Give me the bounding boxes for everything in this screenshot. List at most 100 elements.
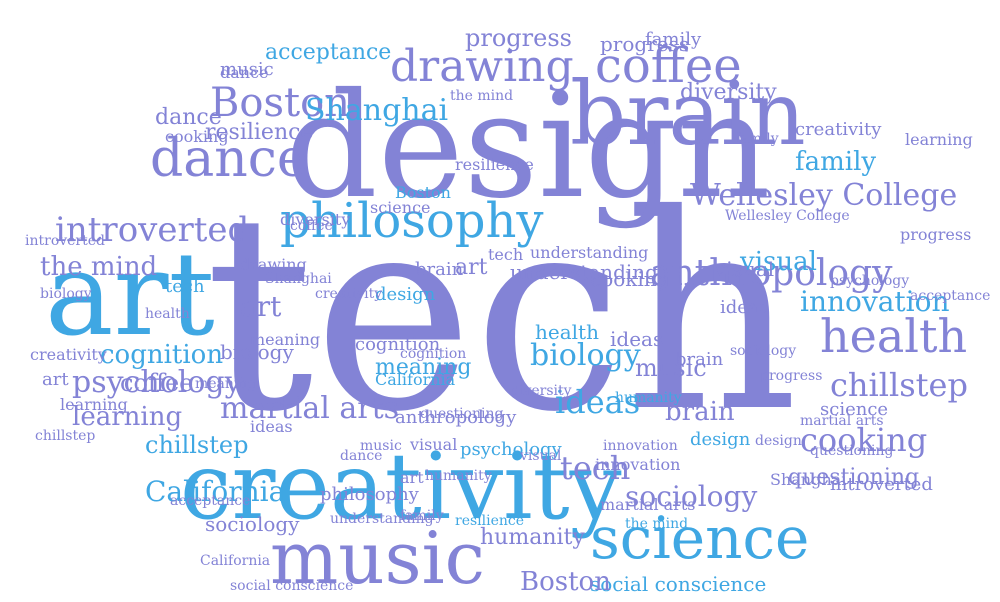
word-visual: visual xyxy=(520,447,562,464)
word-science: science xyxy=(590,503,810,572)
word-shanghai: Shanghai xyxy=(305,93,449,128)
word-understanding: understanding xyxy=(510,260,658,284)
word-learning: learning xyxy=(60,395,128,415)
word-introverted: introverted xyxy=(25,232,106,249)
word-cooking: cooking xyxy=(165,127,229,147)
word-ideas: ideas xyxy=(555,383,641,422)
word-humanity: humanity xyxy=(425,467,492,484)
word-creativity: creativity xyxy=(180,433,622,541)
word-family: family xyxy=(735,130,779,147)
word-drawing: drawing xyxy=(240,255,307,275)
word-innovation: innovation xyxy=(800,284,950,318)
word-california: California xyxy=(200,552,271,569)
word-dance: dance xyxy=(150,129,308,190)
word-introverted: introverted xyxy=(830,473,933,495)
word-dance: dance xyxy=(155,105,222,131)
word-diversity: diversity xyxy=(510,382,572,399)
word-dance: dance xyxy=(220,63,269,83)
word-cooking: cooking xyxy=(800,421,928,460)
word-drawing: drawing xyxy=(390,40,574,92)
word-boston: Boston xyxy=(395,183,451,203)
word-humanity: humanity xyxy=(480,525,585,551)
word-progress: progress xyxy=(760,367,823,384)
word-cooking: cooking xyxy=(590,267,670,291)
word-art: art xyxy=(45,228,215,362)
word-visual: visual xyxy=(740,247,817,278)
word-health: health xyxy=(145,305,190,322)
word-acceptance: acceptance xyxy=(265,40,392,66)
word-coffee: coffee xyxy=(595,37,742,94)
word-california: California xyxy=(145,474,286,508)
word-wellesley-college: Wellesley College xyxy=(725,207,850,224)
word-design: design xyxy=(375,283,436,305)
word-social-conscience: social conscience xyxy=(230,577,354,594)
word-california: California xyxy=(375,370,456,390)
word-innovation: innovation xyxy=(595,455,681,475)
word-music: music xyxy=(635,353,707,382)
word-brain: brain xyxy=(675,348,724,370)
word-anthropology: anthropology xyxy=(395,406,517,428)
word-science: science xyxy=(820,398,889,420)
word-boston: Boston xyxy=(210,80,350,126)
word-music: music xyxy=(220,58,274,80)
word-questioning: questioning xyxy=(788,465,920,491)
word-martial-arts: martial arts xyxy=(800,412,884,429)
word-psychology: psychology xyxy=(460,438,562,460)
word-dance: dance xyxy=(340,447,383,464)
word-visual: visual xyxy=(715,257,775,281)
word-coffee: coffee xyxy=(120,368,194,397)
word-family: family xyxy=(795,147,877,178)
word-psychology: psychology xyxy=(72,365,242,400)
word-health: health xyxy=(820,309,968,364)
word-martial-arts: martial arts xyxy=(220,391,400,426)
word-acceptance: acceptance xyxy=(170,492,251,509)
word-boston: Boston xyxy=(520,567,611,598)
word-meaning: meaning xyxy=(195,375,257,392)
word-brain: brain xyxy=(665,397,735,428)
word-questioning: questioning xyxy=(810,442,894,459)
word-tech: tech xyxy=(488,245,524,265)
word-progress: progress xyxy=(465,23,572,52)
word-design: design xyxy=(690,428,751,450)
word-creativity: creativity xyxy=(795,118,882,140)
word-social-conscience: social conscience xyxy=(590,572,767,596)
word-philosophy: philosophy xyxy=(280,192,544,249)
word-understanding: understanding xyxy=(330,510,434,527)
word-meaning: meaning xyxy=(250,330,321,350)
word-psychology: psychology xyxy=(830,272,910,289)
word-coffee: coffee xyxy=(290,217,333,234)
word-learning: learning xyxy=(905,130,973,150)
word-the-mind: the mind xyxy=(40,252,158,283)
word-resilience: resilience xyxy=(455,155,534,175)
word-tech: tech xyxy=(205,156,799,471)
word-ideas: ideas xyxy=(610,327,664,351)
word-chillstep: chillstep xyxy=(35,427,96,444)
word-art: art xyxy=(455,255,488,281)
word-sociology: sociology xyxy=(730,342,797,359)
word-brain: brain xyxy=(570,61,806,165)
word-shanghai: Shanghai xyxy=(265,270,332,287)
word-progress: progress xyxy=(900,225,972,245)
word-cognition: cognition xyxy=(355,333,441,355)
word-chillstep: chillstep xyxy=(145,430,249,459)
word-design: design xyxy=(755,432,802,449)
word-humanity: humanity xyxy=(615,389,682,406)
word-biology: biology xyxy=(220,340,294,364)
word-resilience: resilience xyxy=(455,512,525,529)
word-anthropology: anthropology xyxy=(650,253,893,295)
word-questioning: questioning xyxy=(420,405,504,422)
word-family: family xyxy=(400,507,444,524)
word-the-mind: the mind xyxy=(450,87,514,104)
word-health: health xyxy=(535,320,599,344)
word-cognition: cognition xyxy=(100,340,224,371)
word-martial-arts: martial arts xyxy=(600,495,696,515)
word-design: design xyxy=(285,62,771,231)
word-art: art xyxy=(400,468,424,488)
word-ideas: ideas xyxy=(720,296,768,318)
word-tech: tech xyxy=(165,275,205,297)
word-innovation: innovation xyxy=(603,437,678,454)
word-chillstep: chillstep xyxy=(830,366,968,405)
word-philosophy: philosophy xyxy=(320,483,419,505)
word-ideas: ideas xyxy=(250,417,293,437)
